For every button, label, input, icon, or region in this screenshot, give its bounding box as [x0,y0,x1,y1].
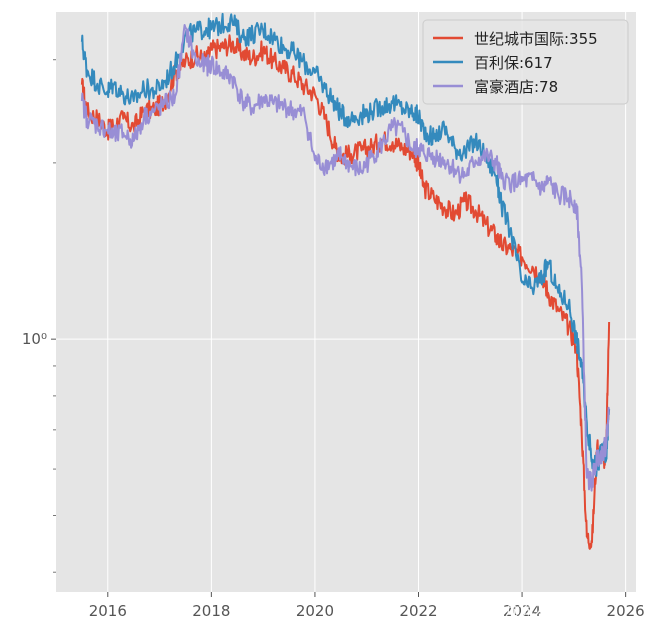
x-tick-label: 2018 [192,602,230,620]
y-tick-label: 10⁰ [22,330,47,348]
legend-label-2: 百利保:617 [474,54,553,72]
axes: 2016 2018 2020 2022 2024 2026 10⁰ [22,59,645,620]
legend-label-3: 富豪酒店:78 [474,78,558,96]
series-line-3 [80,24,610,492]
series-line-1 [80,34,611,550]
legend-box [422,19,629,105]
x-tick-label: 2020 [296,602,334,620]
x-tick-label: 2026 [607,602,645,620]
grid [56,12,636,592]
x-tick-label: 2022 [399,602,437,620]
x-tick-label: 2016 [89,602,127,620]
x-tick-label: 2024 [503,602,541,620]
legend-label-1: 世纪城市国际:355 [474,30,598,48]
legend: 世纪城市国际:355 百利保:617 富豪酒店:78 [422,19,629,105]
watermark: 雪球：流流水不争先 [450,600,603,620]
watermark-text: 雪球：流流水不争先 [450,600,603,620]
series-line-2 [80,12,611,477]
series-lines [80,12,611,550]
